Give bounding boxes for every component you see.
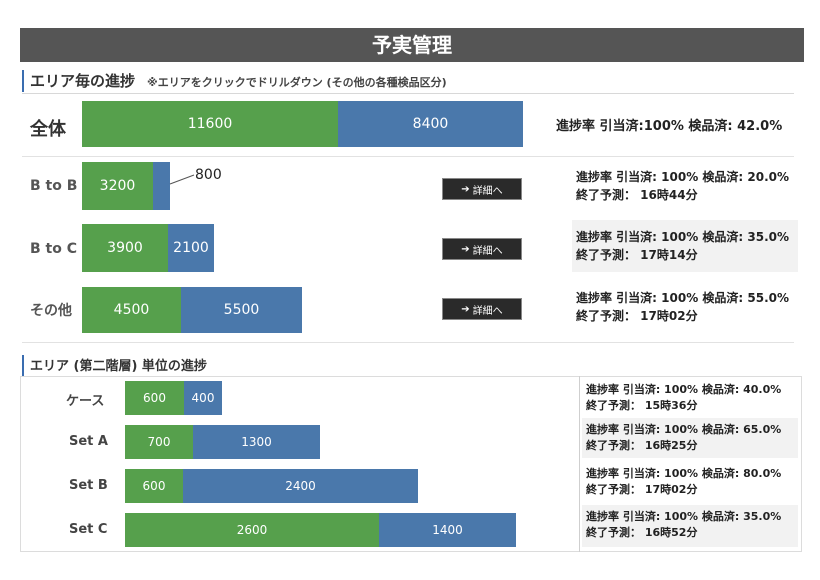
total-bar-done[interactable]: 11600 (82, 101, 338, 147)
subarea-label-set-b: Set B (69, 478, 108, 493)
progress-line: 進捗率 引当済: 100% 検品済: 55.0% (576, 291, 790, 305)
subarea-bar-done-set-c: 2600 (125, 513, 379, 547)
detail-button-btoc[interactable]: ➔ 詳細へ (442, 238, 522, 260)
subarea-progress-set-c: 進捗率 引当済: 100% 検品済: 35.0% 終了予測： 16時52分 (582, 505, 798, 547)
subarea-bar-remaining-set-a: 1300 (193, 425, 320, 459)
total-progress-text: 進捗率 引当済:100% 検品済: 42.0% (556, 119, 783, 134)
area-progress-btob: 進捗率 引当済: 100% 検品済: 20.0% 終了予測： 16時44分 (576, 168, 789, 204)
subarea-panel (20, 376, 802, 552)
page-title: 予実管理 (20, 28, 804, 62)
progress-line: 進捗率 引当済: 100% 検品済: 35.0% (576, 230, 790, 244)
subarea-label-case: ケース (66, 394, 105, 409)
progress-line: 進捗率 引当済: 100% 検品済: 80.0% (586, 467, 782, 480)
divider (22, 156, 794, 157)
area-bar-done-btoc[interactable]: 3900 (82, 224, 168, 272)
subarea-progress-case: 進捗率 引当済: 100% 検品済: 40.0% 終了予測： 15時36分 (586, 380, 798, 416)
area-progress-other: 進捗率 引当済: 100% 検品済: 55.0% 終了予測： 17時02分 (576, 289, 789, 325)
detail-button-label: 詳細へ (472, 245, 503, 257)
area-bar-remaining-other[interactable]: 5500 (181, 287, 302, 333)
divider (579, 376, 580, 552)
subarea-progress-set-b: 進捗率 引当済: 100% 検品済: 80.0% 終了予測： 17時02分 (586, 466, 798, 502)
forecast-line: 終了予測： 17時14分 (576, 248, 698, 262)
subarea-label-set-c: Set C (69, 522, 108, 537)
subarea-label-set-a: Set A (69, 434, 108, 449)
callout-line (169, 174, 195, 185)
area-bar-done-other[interactable]: 4500 (82, 287, 181, 333)
subarea-bar-done-case: 600 (125, 381, 184, 415)
forecast-line: 終了予測： 17時02分 (586, 483, 698, 496)
total-bar-remaining[interactable]: 8400 (338, 101, 523, 147)
subarea-bar-remaining-set-b: 2400 (183, 469, 418, 503)
area-label-btob[interactable]: B to B (30, 178, 78, 194)
section-title: エリア (第二階層) 単位の進捗 (30, 359, 207, 374)
detail-button-label: 詳細へ (472, 185, 503, 197)
subarea-bar-remaining-set-c: 1400 (379, 513, 516, 547)
progress-line: 進捗率 引当済: 100% 検品済: 35.0% (586, 510, 782, 523)
detail-button-btob[interactable]: ➔ 詳細へ (442, 178, 522, 200)
section-note: ※エリアをクリックでドリルダウン (その他の各種検品区分) (147, 76, 447, 89)
forecast-line: 終了予測： 16時25分 (586, 439, 698, 452)
divider (22, 342, 794, 343)
forecast-line: 終了予測： 15時36分 (586, 399, 698, 412)
area-progress-btoc: 進捗率 引当済: 100% 検品済: 35.0% 終了予測： 17時14分 (572, 220, 798, 272)
progress-line: 進捗率 引当済: 100% 検品済: 65.0% (586, 423, 782, 436)
section-header-areas: エリア毎の進捗 ※エリアをクリックでドリルダウン (その他の各種検品区分) (22, 70, 447, 92)
arrow-right-icon: ➔ (461, 183, 470, 195)
area-bar-remaining-btob[interactable] (153, 162, 170, 210)
area-bar-remaining-btoc[interactable]: 2100 (168, 224, 214, 272)
forecast-line: 終了予測： 16時52分 (586, 526, 698, 539)
section-title: エリア毎の進捗 (30, 72, 136, 90)
area-remaining-callout-btob: 800 (195, 167, 222, 183)
subarea-bar-remaining-case: 400 (184, 381, 222, 415)
detail-button-other[interactable]: ➔ 詳細へ (442, 298, 522, 320)
forecast-line: 終了予測： 17時02分 (576, 309, 698, 323)
subarea-bar-done-set-b: 600 (125, 469, 183, 503)
progress-line: 進捗率 引当済: 100% 検品済: 40.0% (586, 383, 782, 396)
subarea-bar-done-set-a: 700 (125, 425, 193, 459)
total-label: 全体 (30, 119, 66, 140)
section-header-subareas: エリア (第二階層) 単位の進捗 (22, 355, 207, 377)
divider (22, 93, 794, 94)
area-bar-done-btob[interactable]: 3200 (82, 162, 153, 210)
progress-line: 進捗率 引当済: 100% 検品済: 20.0% (576, 170, 790, 184)
arrow-right-icon: ➔ (461, 243, 470, 255)
area-label-btoc[interactable]: B to C (30, 241, 78, 257)
area-label-other[interactable]: その他 (30, 303, 72, 319)
arrow-right-icon: ➔ (461, 303, 470, 315)
detail-button-label: 詳細へ (472, 305, 503, 317)
subarea-progress-set-a: 進捗率 引当済: 100% 検品済: 65.0% 終了予測： 16時25分 (582, 418, 798, 458)
forecast-line: 終了予測： 16時44分 (576, 188, 698, 202)
